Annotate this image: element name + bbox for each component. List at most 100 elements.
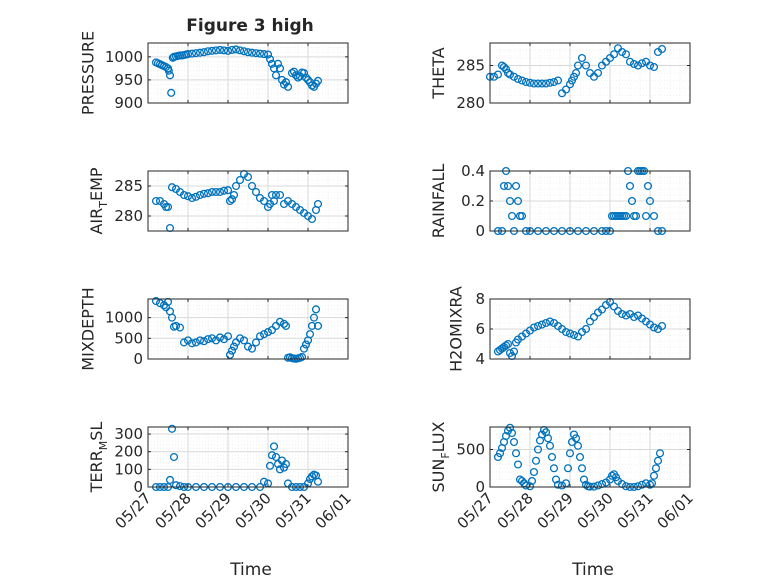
grid [489,170,691,232]
data-point [311,305,321,314]
y-axis-label-part: RAINFALL [429,164,448,239]
data-point [231,45,241,54]
data-point [589,312,599,322]
y-axis-label: RAINFALL [429,164,448,239]
data-point [505,70,515,79]
x-tick-label: 05/28 [152,489,195,532]
data-point [525,78,535,87]
data-point [211,187,221,197]
data-point [199,189,209,198]
data-point [503,181,513,191]
y-tick-label: 500 [114,329,143,347]
data-point [571,68,581,78]
y-axis-label-part: AIR [87,208,106,235]
data-point [275,64,285,73]
data-point [499,62,509,72]
x-tick-label: 05/31 [614,489,657,532]
data-point [235,334,245,343]
data-point [164,66,173,75]
data-point [547,452,557,462]
data-point [503,68,513,78]
data-point [227,346,237,355]
data-point [553,480,563,489]
data-point [273,59,283,68]
y-axis-label-part: TERR [87,450,106,493]
data-point [597,305,607,314]
data-point [287,68,297,78]
data-point [531,456,541,465]
data-point [565,329,575,338]
data-point [569,330,579,340]
data-point [575,452,585,462]
data-point [593,481,603,490]
data-point [573,61,583,70]
data-point [571,434,581,443]
data-point [507,211,517,221]
y-axis-label-subscript: M [97,441,110,451]
data-point [275,317,285,326]
data-point [195,336,205,345]
data-point [625,57,635,66]
data-point [609,50,619,59]
data-point [267,451,277,460]
data-point [225,196,235,206]
y-tick-label: 280 [114,207,143,225]
data-series [151,169,323,233]
data-point [215,45,225,54]
data-point [243,342,253,351]
data-point [655,449,665,458]
data-point [563,464,573,473]
y-tick-label: 1000 [105,48,143,66]
data-point [239,47,249,56]
data-point [653,456,663,465]
data-point [617,309,627,319]
data-point [231,338,241,347]
data-point [203,189,213,198]
data-series [493,297,667,361]
y-axis-label: AIRTEMP [87,167,110,234]
y-axis-label-part: MIXDEPTH [79,287,98,370]
data-point [247,48,257,57]
data-point [627,196,637,206]
data-point [537,430,547,439]
data-point [275,465,285,474]
data-point [167,88,176,97]
data-point [163,297,173,306]
data-point [629,59,639,69]
y-tick-label: 285 [456,57,485,75]
data-point [199,337,209,346]
data-point [307,81,317,90]
subplot-1: 900 950 1000 PRESSURE [79,31,349,115]
data-series [151,297,323,363]
y-tick-label: 280 [456,94,485,112]
y-tick-label: 950 [114,71,143,89]
data-point [229,190,239,200]
axes-box [489,426,691,488]
data-point [207,187,217,197]
y-tick-label: 900 [114,94,143,112]
data-point [263,328,273,337]
data-point [175,323,185,332]
data-point [313,199,323,209]
subplot-8: 050005/2705/2805/2905/3005/3106/01TimeSU… [429,421,697,580]
data-point [549,77,559,87]
data-point [151,297,161,306]
data-point [645,196,655,206]
data-point [187,193,197,203]
data-point [621,482,631,491]
data-point [305,330,315,339]
y-tick-label: 4 [475,350,485,368]
data-point [617,47,627,57]
data-point [151,196,161,206]
data-point [557,481,567,490]
x-tick-label: 05/31 [272,489,315,532]
y-tick-label: 1000 [105,309,143,327]
data-point [301,340,311,349]
data-point [183,50,193,59]
y-tick-label: 0.4 [461,162,485,180]
x-tick-label: 06/01 [312,489,355,532]
y-tick-label: 285 [114,177,143,195]
data-point [495,449,505,458]
y-axis-label-part: LUX [429,421,448,452]
